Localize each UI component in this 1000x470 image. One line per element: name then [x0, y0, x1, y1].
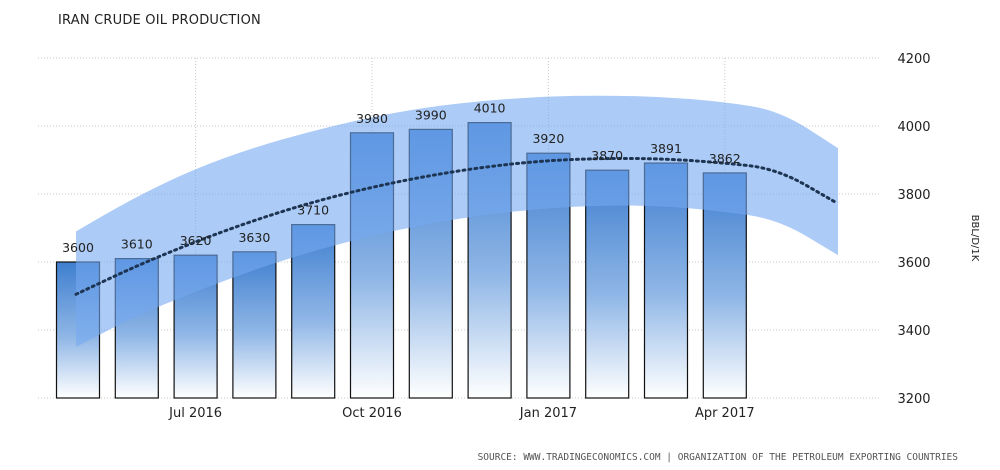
- data-label-3: 3630: [238, 230, 270, 245]
- y-tick-label: 3600: [897, 256, 930, 271]
- x-tick-label: Oct 2016: [342, 406, 402, 421]
- data-label-6: 3990: [415, 107, 447, 122]
- data-label-0: 3600: [62, 240, 94, 255]
- data-label-1: 3610: [121, 237, 153, 252]
- y-tick-label: 3800: [897, 188, 930, 203]
- data-label-8: 3920: [532, 131, 564, 146]
- y-tick-label: 4200: [897, 52, 930, 67]
- data-label-4: 3710: [297, 203, 329, 218]
- x-axis-ticks: Jul 2016 Oct 2016 Jan 2017 Apr 2017: [168, 406, 755, 421]
- data-label-7: 4010: [474, 101, 506, 116]
- source-note: SOURCE: WWW.TRADINGECONOMICS.COM | ORGAN…: [478, 452, 959, 463]
- chart-title: IRAN CRUDE OIL PRODUCTION: [58, 13, 261, 28]
- x-tick-label: Jan 2017: [519, 406, 577, 421]
- x-tick-label: Jul 2016: [168, 406, 222, 421]
- data-label-11: 3862: [709, 151, 741, 166]
- trend-line: [74, 156, 838, 296]
- y-tick-label: 3200: [897, 392, 930, 407]
- data-labels: 3600 3610 3620 3630 3710 3980 3990 4010 3920 3870…: [62, 101, 741, 255]
- y-axis-ticks: 3200 3400 3600 3800 4000 4200: [897, 52, 930, 407]
- y-tick-label: 3400: [897, 324, 930, 339]
- data-label-2: 3620: [180, 233, 212, 248]
- data-label-10: 3891: [650, 141, 682, 156]
- bar-3: [232, 251, 277, 399]
- data-label-5: 3980: [356, 111, 388, 126]
- data-label-9: 3870: [591, 148, 623, 163]
- x-tick-label: Apr 2017: [695, 406, 755, 421]
- trend-line-path: [74, 156, 838, 296]
- y-tick-label: 4000: [897, 120, 930, 135]
- y-axis-label: BBL/D/1K: [969, 215, 980, 262]
